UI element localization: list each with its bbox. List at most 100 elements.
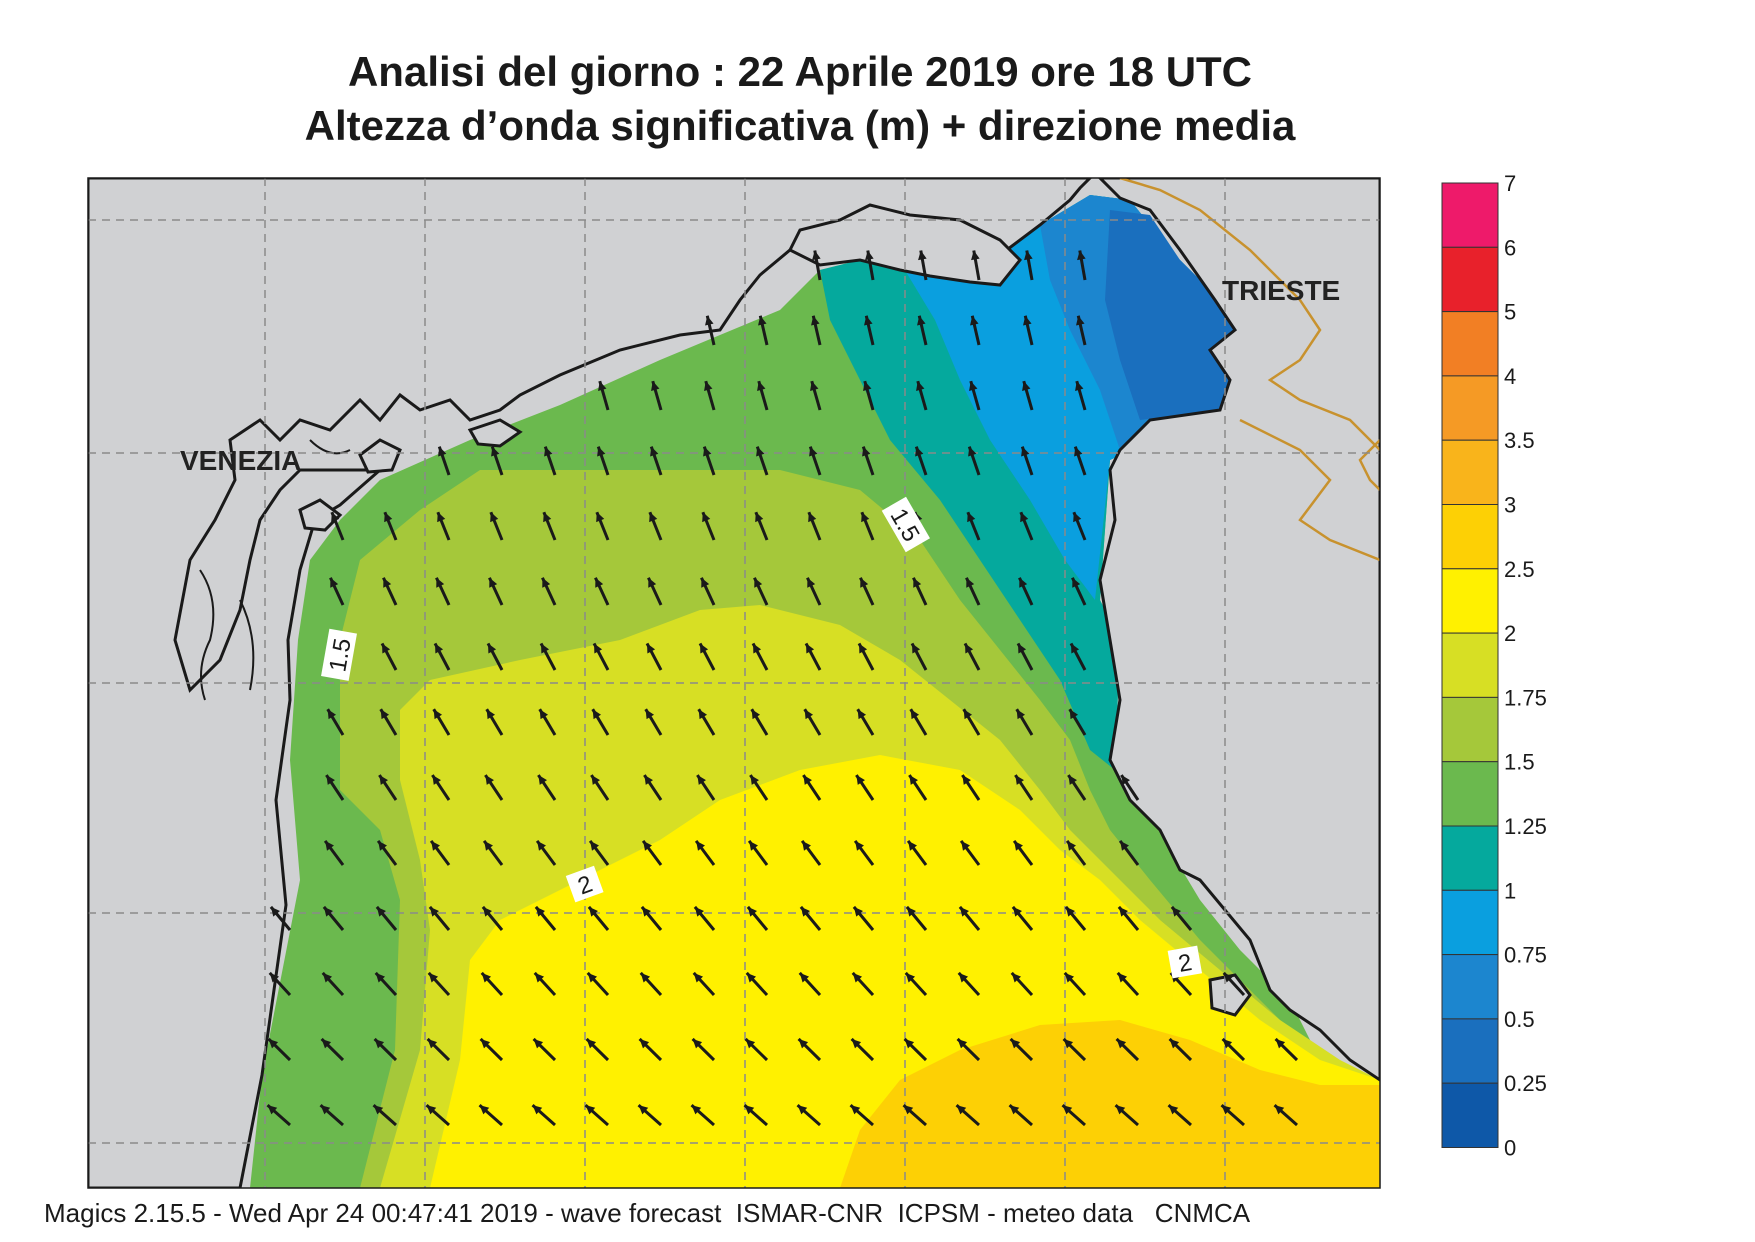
wave-arrow-head xyxy=(429,906,439,917)
wave-arrow-head xyxy=(1062,1105,1073,1115)
wave-arrow-head xyxy=(644,775,653,785)
wave-arrow-head xyxy=(330,577,339,588)
wave-arrow-head xyxy=(803,775,812,785)
wave-arrow-head xyxy=(1117,972,1128,983)
wave-arrow-head xyxy=(1011,972,1022,983)
wave-arrow-head xyxy=(962,775,971,785)
color-scale-legend: 7 6 5 4 3.5 3 2.5 2 1.75 1.5 1.25 1 0.75 0.5 0.25 0 xyxy=(1441,171,1547,1161)
wave-arrow-head xyxy=(856,775,865,785)
wave-arrow-head xyxy=(799,972,810,983)
wave-arrow-head xyxy=(909,775,918,785)
wave-arrow-head xyxy=(532,1105,543,1115)
legend-tick-label: 0 xyxy=(1504,1136,1516,1161)
wave-arrow-head xyxy=(956,1105,967,1115)
legend-swatch xyxy=(1441,311,1499,377)
wave-arrow-head xyxy=(382,643,391,654)
wave-arrow-head xyxy=(963,709,973,720)
wave-arrow-head xyxy=(1118,906,1128,917)
wave-arrow-head xyxy=(1169,1038,1180,1049)
wave-arrow-head xyxy=(913,577,922,588)
wave-arrow-head xyxy=(1074,446,1083,457)
wave-arrow-head xyxy=(905,972,916,983)
wave-arrow-head xyxy=(966,577,975,588)
wave-arrow-head xyxy=(758,315,767,326)
wave-arrow-head xyxy=(638,1105,649,1115)
wave-arrow-head xyxy=(1016,709,1026,720)
legend-tick-label: 5 xyxy=(1504,300,1516,325)
wave-arrow-head xyxy=(651,381,660,392)
legend-swatch xyxy=(1441,439,1499,506)
wave-arrow-head xyxy=(594,643,603,654)
wave-arrow-head xyxy=(484,840,493,851)
wave-arrow-head xyxy=(1274,1105,1285,1115)
wave-arrow-head xyxy=(802,840,811,851)
wave-arrow-head xyxy=(918,250,927,261)
wave-arrow-head xyxy=(481,972,492,983)
wave-arrow-head xyxy=(645,709,655,720)
map-title: Analisi del giorno : 22 Aprile 2019 ore … xyxy=(347,48,1253,95)
wave-arrow-head xyxy=(968,446,977,457)
wave-arrow-head xyxy=(812,250,821,261)
legend-tick-label: 6 xyxy=(1504,235,1516,260)
wave-arrow-head xyxy=(745,1038,756,1049)
wave-arrow-head xyxy=(427,1038,438,1049)
wave-arrow-head xyxy=(1018,643,1027,654)
wave-arrow-head xyxy=(482,906,492,917)
wave-arrow-head xyxy=(970,315,979,326)
wave-arrow-head xyxy=(912,643,921,654)
legend-tick-label: 1 xyxy=(1504,878,1516,903)
wave-arrow-head xyxy=(859,643,868,654)
wave-arrow-head xyxy=(480,1038,491,1049)
wave-arrow-head xyxy=(965,643,974,654)
wave-arrow-head xyxy=(486,709,496,720)
legend-tick-label: 1.75 xyxy=(1504,685,1547,710)
legend-swatch xyxy=(1441,375,1499,441)
wave-arrow-head xyxy=(585,1105,596,1115)
legend-tick-label: 7 xyxy=(1504,171,1516,196)
legend-tick-label: 1.5 xyxy=(1504,750,1535,775)
wave-arrow-head xyxy=(808,512,817,523)
wave-arrow-head xyxy=(750,775,759,785)
wave-arrow-head xyxy=(596,512,605,523)
wave-arrow-head xyxy=(809,446,818,457)
wave-arrow-head xyxy=(268,1038,279,1049)
wave-arrow-head xyxy=(541,643,550,654)
wave-arrow-head xyxy=(693,972,704,983)
wave-arrow-head xyxy=(435,643,444,654)
border-line xyxy=(1358,439,1380,491)
wave-arrow-head xyxy=(485,775,494,785)
wave-arrow-head xyxy=(1116,1038,1127,1049)
wave-arrow-head xyxy=(910,709,920,720)
wave-arrow-head xyxy=(320,1105,331,1115)
wave-arrow-head xyxy=(694,906,704,917)
legend-tick-label: 1.25 xyxy=(1504,814,1547,839)
lagoon-island xyxy=(358,438,402,474)
wave-arrow-head xyxy=(267,1105,278,1115)
wave-arrow-head xyxy=(1168,1105,1179,1115)
wave-arrow-head xyxy=(755,512,764,523)
wave-arrow-head xyxy=(1022,381,1031,392)
wave-arrow-head xyxy=(961,840,970,851)
wave-arrow-head xyxy=(270,906,280,917)
contour-label-text: 1.5 xyxy=(324,636,356,674)
wave-arrow-head xyxy=(1121,775,1130,785)
wave-arrow-head xyxy=(916,381,925,392)
wave-arrow-head xyxy=(692,1038,703,1049)
footer-credits: Magics 2.15.5 - Wed Apr 24 00:47:41 2019… xyxy=(44,1198,1251,1228)
wave-arrow-head xyxy=(641,906,651,917)
wave-arrow-head xyxy=(432,775,441,785)
wave-arrow-head xyxy=(321,1038,332,1049)
contour-label-south: 2 xyxy=(565,865,604,903)
place-label-trieste: TRIESTE xyxy=(1222,275,1340,306)
wave-arrow-head xyxy=(588,906,598,917)
legend-tick-label: 2.5 xyxy=(1504,557,1535,582)
wave-arrow-head xyxy=(437,512,446,523)
wave-arrow-head xyxy=(650,446,659,457)
wave-arrow-head xyxy=(756,446,765,457)
wave-arrow-head xyxy=(542,577,551,588)
wave-arrow-head xyxy=(751,709,761,720)
legend-swatch xyxy=(1441,1082,1499,1148)
wave-arrow-head xyxy=(906,906,916,917)
wave-arrow-head xyxy=(1019,577,1028,588)
wave-arrow-head xyxy=(1171,906,1181,917)
